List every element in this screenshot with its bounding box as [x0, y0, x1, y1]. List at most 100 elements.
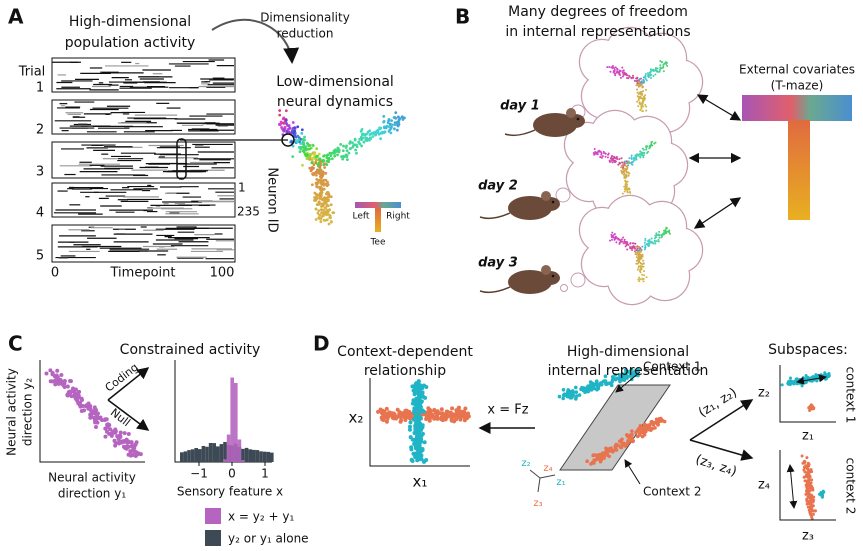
- hist-bar: [208, 442, 213, 462]
- cloud-point: [596, 151, 599, 154]
- trajectory-point: [326, 199, 330, 203]
- trajectory-point: [329, 154, 333, 157]
- covariates: External covariates: [739, 63, 855, 77]
- dynamics-title: Low-dimensional: [276, 74, 394, 90]
- cloud-point: [606, 156, 609, 159]
- trajectory-point: [299, 137, 303, 141]
- trajectory-point: [316, 168, 320, 172]
- dot: [807, 464, 811, 468]
- cloud-point: [640, 107, 643, 110]
- trajectory-point: [306, 156, 310, 160]
- hist-bar: [255, 450, 260, 462]
- scatter-point: [121, 439, 126, 444]
- trajectory-point: [341, 157, 345, 161]
- dot: [780, 383, 784, 387]
- trajectory-point: [326, 204, 330, 208]
- trajectory-point: [323, 166, 327, 169]
- cloud-point: [627, 174, 630, 177]
- dot: [827, 371, 831, 375]
- trajectory-point: [322, 178, 326, 182]
- cloud-point: [626, 241, 629, 244]
- trajectory-point: [318, 172, 322, 176]
- scatter-point: [50, 370, 55, 375]
- trials: 2: [36, 123, 44, 138]
- trajectory-point: [371, 135, 375, 138]
- cloud-point: [645, 148, 648, 151]
- cloud-point: [660, 236, 663, 239]
- cloud-point: [658, 68, 661, 71]
- dot: [384, 419, 389, 424]
- hist-bar: [183, 451, 188, 462]
- hist-bar: [241, 460, 245, 462]
- trajectory-point: [316, 211, 320, 215]
- cloud-point: [624, 245, 627, 248]
- trajectory-point: [327, 222, 331, 226]
- dot: [413, 416, 418, 421]
- cloud-point: [636, 91, 639, 94]
- dot: [625, 442, 630, 446]
- left-title: Context-dependent: [337, 344, 473, 360]
- scatter-point: [66, 390, 71, 395]
- legend-swatch: [205, 508, 221, 524]
- trajectory-point: [393, 121, 397, 125]
- trajectory-point: [314, 193, 318, 197]
- trajectory-point: [317, 200, 321, 204]
- cloud-point: [604, 155, 607, 158]
- dot: [565, 391, 570, 395]
- cloud-point: [641, 110, 644, 113]
- dot: [811, 512, 815, 516]
- hist-bar: [198, 449, 202, 462]
- trajectory-point: [345, 155, 349, 159]
- trajectory-point: [320, 191, 324, 195]
- thought-bubble: [555, 187, 571, 203]
- scatter-point: [65, 384, 70, 389]
- trajectory-point: [360, 144, 364, 148]
- dot: [415, 381, 420, 386]
- cloud-point: [610, 155, 613, 158]
- cloud-point: [621, 161, 624, 164]
- dot: [403, 411, 408, 416]
- cloud-point: [649, 71, 652, 74]
- cloud-point: [640, 106, 643, 109]
- cloud-point: [623, 172, 626, 175]
- cloud-point: [648, 145, 651, 148]
- trajectory-point: [311, 144, 315, 147]
- scatter-point: [128, 449, 133, 454]
- cloud-point: [637, 92, 640, 95]
- cloud-point: [625, 162, 628, 165]
- dot: [809, 468, 813, 472]
- hist-bar: [234, 382, 238, 462]
- trajectory-point: [355, 151, 358, 155]
- cloud-point: [634, 251, 637, 254]
- cloud-point: [599, 150, 602, 153]
- sub-axes: z₁: [802, 429, 814, 444]
- trajectory-point: [332, 149, 336, 153]
- mouse-eye: [576, 117, 580, 121]
- days: day 1: [500, 99, 540, 114]
- cloud-point: [668, 229, 671, 232]
- dot: [807, 478, 811, 482]
- dot: [611, 448, 616, 453]
- cloud-point: [619, 239, 622, 242]
- trajectory-point: [331, 211, 335, 214]
- dot: [822, 490, 826, 494]
- cloud-point: [607, 153, 610, 156]
- scatter-point: [134, 440, 139, 445]
- cloud-point: [659, 64, 662, 67]
- title: in internal representations: [505, 24, 690, 40]
- trajectory-point: [327, 160, 331, 164]
- trajectory-point: [323, 219, 327, 222]
- dot: [419, 439, 424, 444]
- dot: [585, 459, 589, 464]
- dot: [595, 387, 599, 392]
- cloud-point: [659, 66, 662, 69]
- cloud-point: [628, 190, 631, 193]
- cloud-point: [642, 79, 645, 82]
- dot: [450, 406, 455, 411]
- cloud-point: [592, 152, 595, 155]
- trajectory-point: [400, 115, 404, 119]
- cloud-point: [630, 247, 633, 250]
- trajectory: [277, 109, 406, 226]
- scatter-point: [104, 417, 109, 422]
- dot: [409, 457, 414, 462]
